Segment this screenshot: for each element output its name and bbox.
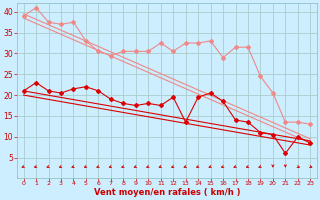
X-axis label: Vent moyen/en rafales ( km/h ): Vent moyen/en rafales ( km/h ) <box>94 188 240 197</box>
